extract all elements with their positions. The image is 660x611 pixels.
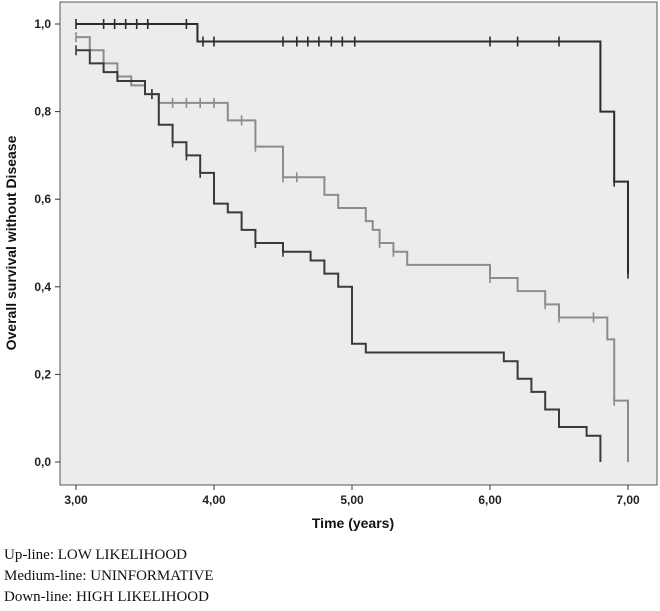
caption-up-line: Up-line: LOW LIKELIHOOD	[4, 547, 188, 563]
series-high-likelihood	[75, 45, 602, 462]
y-tick-label: 0,0	[34, 455, 51, 469]
plot-area	[59, 1, 658, 486]
y-axis-title: Overall survival without Disease	[3, 135, 19, 350]
x-tick-label: 5,00	[340, 493, 364, 507]
y-tick-label: 0,8	[34, 105, 51, 119]
survival-line-high-likelihood	[76, 49, 602, 462]
x-tick-label: 7,00	[616, 493, 640, 507]
series-low-likelihood	[75, 19, 629, 279]
y-tick-label: 1,0	[34, 17, 51, 31]
series-layer	[75, 19, 629, 462]
series-uninformative	[75, 32, 629, 462]
x-tick-label: 4,00	[202, 493, 226, 507]
x-tick-label: 6,00	[478, 493, 502, 507]
caption-down-line: Down-line: HIGH LIKELIHOOD	[4, 589, 209, 605]
survival-line-low-likelihood	[76, 23, 629, 274]
y-tick-label: 0,6	[34, 192, 51, 206]
y-tick-label: 0,2	[34, 367, 51, 381]
survival-chart: 3,00 4,00 5,00 6,00 7,00 0,0 0,2 0,4 0,6 0,8 1,0 T…	[3, 1, 658, 531]
caption-medium-line: Medium-line: UNINFORMATIVE	[4, 568, 214, 584]
x-axis-title: Time (years)	[312, 515, 394, 531]
survival-line-uninformative	[76, 36, 629, 462]
y-tick-label: 0,4	[34, 280, 51, 294]
legend-captions: Up-line: LOW LIKELIHOOD Medium-line: UNI…	[4, 545, 654, 608]
axes: 3,00 4,00 5,00 6,00 7,00 0,0 0,2 0,4 0,6 0,8 1,0	[34, 17, 640, 507]
x-tick-label: 3,00	[64, 493, 88, 507]
